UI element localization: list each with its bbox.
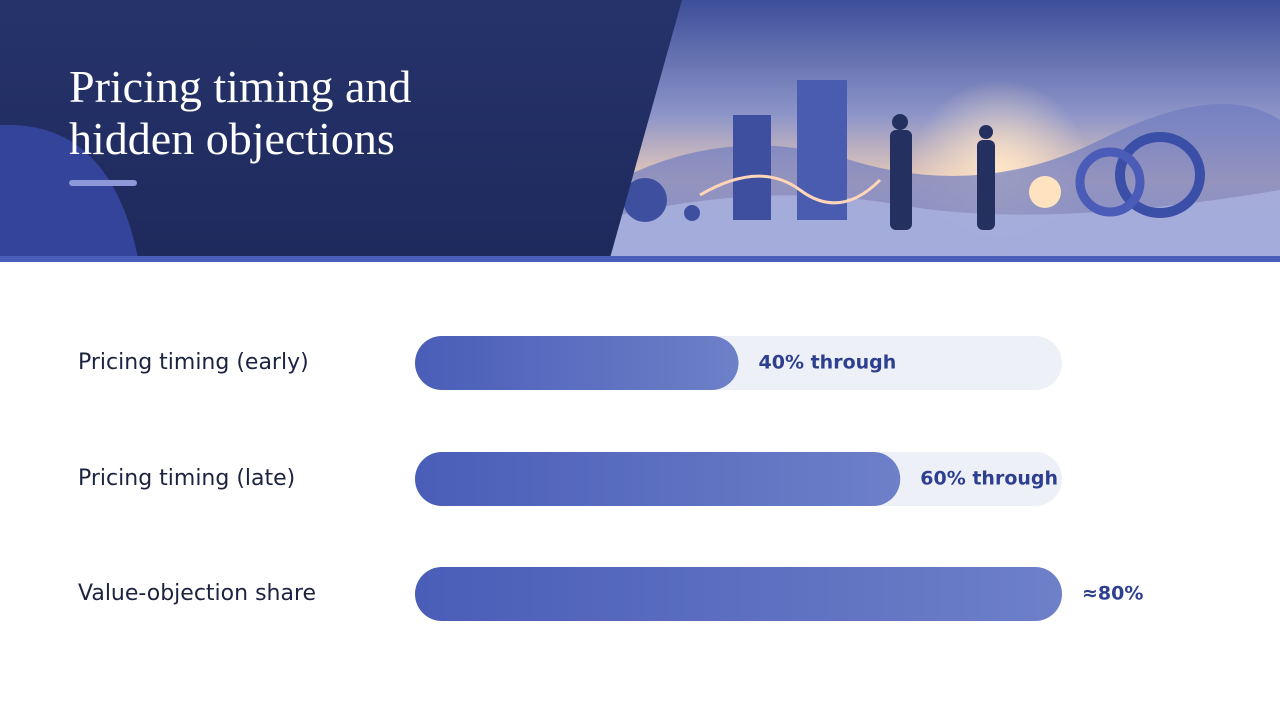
bar [415, 336, 739, 390]
chart-title: Pricing timing and hidden objections [69, 61, 411, 164]
bar [415, 567, 1062, 621]
hero-image [600, 0, 1280, 260]
title-line: hidden objections [69, 113, 395, 164]
category-label: Pricing timing (late) [78, 466, 295, 491]
header-panel [0, 0, 682, 258]
header-decoration [0, 124, 138, 259]
value-label: 40% through [759, 352, 897, 374]
title-accent [69, 180, 137, 186]
header-rule [0, 256, 1280, 262]
category-label: Value-objection share [78, 581, 316, 606]
value-label: 60% through [920, 468, 1058, 490]
title-line: Pricing timing and [69, 61, 411, 112]
category-label: Pricing timing (early) [78, 350, 309, 375]
value-label: ≈80% [1082, 583, 1143, 605]
bar [415, 452, 901, 506]
